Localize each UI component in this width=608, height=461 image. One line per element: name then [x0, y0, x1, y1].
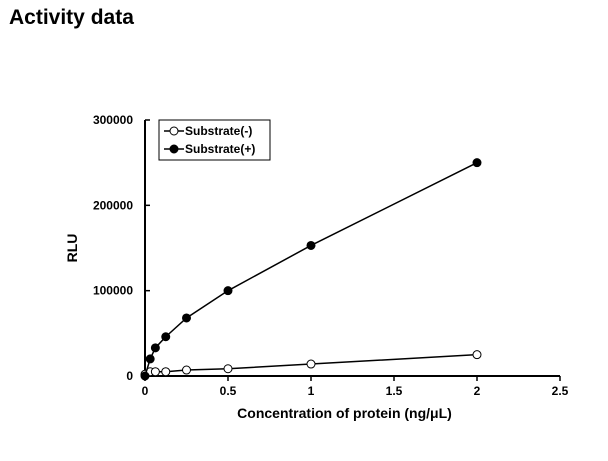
y-tick-label: 200000 — [93, 198, 133, 212]
legend-label: Substrate(+) — [185, 142, 255, 156]
x-tick-label: 0 — [142, 384, 149, 398]
data-point — [182, 365, 191, 375]
x-tick-label: 1 — [308, 384, 315, 398]
x-tick-label: 1.5 — [386, 384, 403, 398]
data-point — [150, 367, 160, 377]
data-point — [223, 286, 233, 296]
data-point — [306, 359, 316, 369]
x-axis-label: Concentration of protein (ng/μL) — [237, 405, 452, 421]
data-point — [182, 313, 191, 323]
y-axis-label: RLU — [64, 234, 80, 263]
legend-marker — [169, 144, 179, 154]
y-tick-label: 100000 — [93, 284, 133, 298]
data-point — [306, 240, 316, 250]
data-point — [145, 354, 155, 364]
x-tick-label: 2.5 — [552, 384, 569, 398]
y-tick-label: 0 — [126, 369, 133, 383]
page-title: Activity data — [9, 6, 134, 29]
data-point — [161, 332, 171, 342]
series-line-1 — [144, 161, 478, 377]
legend-marker — [169, 126, 179, 136]
x-tick-label: 2 — [474, 384, 481, 398]
legend-box — [158, 119, 271, 161]
x-tick-label: 0.5 — [220, 384, 237, 398]
data-point — [150, 343, 160, 353]
data-point — [472, 158, 482, 168]
data-point — [223, 364, 233, 374]
y-tick-label: 300000 — [93, 113, 133, 127]
data-point — [161, 367, 171, 377]
legend-label: Substrate(-) — [185, 124, 252, 138]
data-point — [472, 350, 482, 360]
data-point — [140, 371, 150, 381]
